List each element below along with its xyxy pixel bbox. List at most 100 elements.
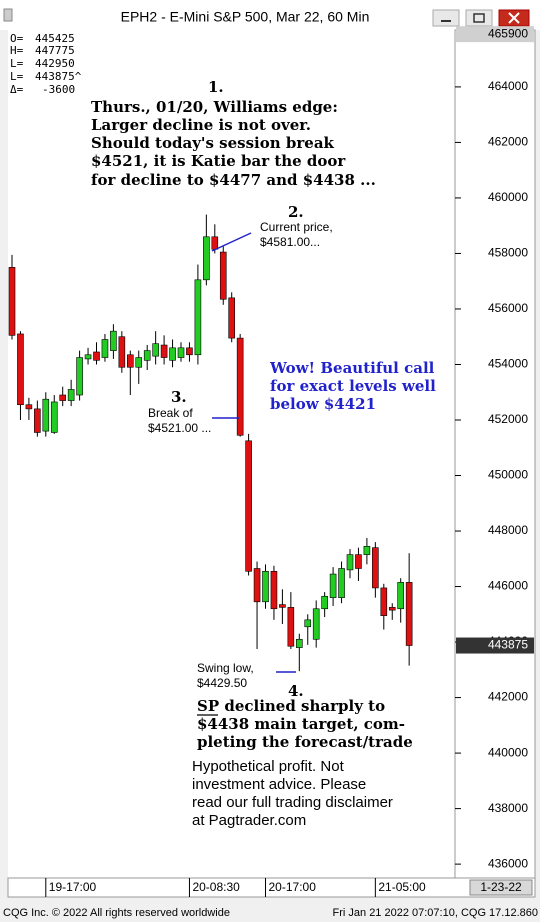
info-label: L= (10, 70, 24, 83)
y-tick-label: 454000 (488, 357, 528, 371)
window-title: EPH2 - E-Mini S&P 500, Mar 22, 60 Min (121, 9, 370, 25)
x-tick-label: 21-05:00 (378, 880, 426, 894)
candle-body (211, 236, 219, 250)
info-value: 442950 (35, 57, 75, 70)
candle-body (8, 267, 16, 336)
candle-body (177, 347, 185, 358)
candle-body (93, 351, 100, 361)
candle-body (34, 408, 41, 433)
annotation-line: for decline to $4477 and $4438 ... (91, 171, 376, 189)
candle-body (186, 347, 193, 356)
candle-body (329, 573, 337, 598)
candle-body (42, 398, 50, 432)
y-tick-label: 438000 (488, 801, 528, 815)
candle-body (253, 568, 261, 603)
annotation-line: SP declined sharply to (197, 697, 385, 715)
y-tick-label: 452000 (488, 412, 528, 426)
candle-body (169, 347, 176, 361)
annotation-line: $4521, it is Katie bar the door (91, 152, 346, 170)
info-label: H= (10, 44, 24, 57)
candle-body (372, 547, 379, 589)
price-axis (454, 29, 536, 879)
close-icon (508, 12, 520, 24)
y-tick-label: 446000 (488, 579, 528, 593)
candle-body (346, 554, 354, 571)
footer-right: Fri Jan 21 2022 07:07:10, CQG 17.12.860 (333, 907, 538, 919)
annotation-line: below $4421 (270, 395, 376, 413)
x-tick-label: 20-17:00 (269, 880, 317, 894)
x-tick-label: 20-08:30 (192, 880, 240, 894)
y-tick-label: 442000 (488, 690, 528, 704)
y-tick-label: 448000 (488, 523, 528, 537)
annotation-line: pleting the forecast/trade (197, 733, 413, 751)
pointer-line (211, 232, 252, 252)
candle-body (388, 607, 396, 611)
y-tick-label: 460000 (488, 190, 528, 204)
candle-body (287, 607, 295, 647)
info-box: O= 445425 H= 447775 L= 442950 L= 443875^… (10, 32, 82, 96)
candle-body (363, 545, 371, 555)
candle-body (194, 279, 202, 356)
candle-body (279, 604, 286, 608)
candle-body (76, 357, 83, 396)
candle-body (152, 343, 159, 357)
annotation-number: 4. (288, 682, 304, 700)
annotation-line: Larger decline is not over. (91, 116, 311, 134)
info-value: 445425 (35, 32, 75, 45)
x-tick-label: 19-17:00 (49, 880, 97, 894)
minimize-button[interactable] (432, 9, 460, 27)
annotation-swing-low: Swing low, $4429.50 (197, 661, 296, 690)
candle-body (321, 595, 328, 610)
candle-body (338, 568, 345, 598)
candle-body (59, 394, 67, 401)
candle-body (380, 587, 388, 616)
candle-body (17, 333, 24, 406)
window-icon (3, 8, 13, 22)
candles (8, 214, 413, 672)
candle-body (236, 337, 244, 436)
annotation-line: $4429.50 (197, 676, 247, 690)
candle-body (219, 251, 227, 300)
annotation-line: for exact levels well (270, 377, 436, 395)
disclaimer-line: at Pagtrader.com (192, 812, 306, 829)
candle-body (295, 638, 303, 648)
disclaimer-line: read our full trading disclaimer (192, 794, 393, 811)
candle-body (312, 608, 320, 640)
candle-body (262, 570, 269, 603)
candle-body (245, 440, 252, 572)
candle-body (101, 339, 109, 358)
candle-body (304, 619, 312, 628)
info-label: Δ= (10, 83, 24, 96)
y-tick-label: 456000 (488, 301, 528, 315)
y-tick-label: 462000 (488, 135, 528, 149)
annotation-number: 3. (171, 388, 187, 406)
plot-area (8, 30, 455, 878)
y-tick-label: 450000 (488, 468, 528, 482)
disclaimer: Hypothetical profit. Not investment advi… (192, 758, 393, 829)
candle-body (67, 389, 75, 401)
annotation-line: Wow! Beautiful call (269, 359, 435, 377)
candle-body (135, 357, 143, 368)
time-axis (7, 877, 536, 898)
info-label: L= (10, 57, 24, 70)
annotation-3: 3. Break of $4521.00 ... (148, 388, 239, 435)
annotation-4: 4. SP declined sharply to $4438 main tar… (197, 682, 413, 751)
y-tick-label: 440000 (488, 745, 528, 759)
axes: 4360004380004400004420004440004460004480… (45, 26, 534, 897)
window-buttons[interactable] (432, 9, 530, 27)
annotation-line: Thurs., 01/20, Williams edge: (91, 98, 338, 116)
candle-body (25, 404, 33, 410)
maximize-button[interactable] (465, 9, 493, 27)
annotation-2: 2. Current price, $4581.00... (211, 203, 333, 252)
maximize-icon (473, 13, 485, 23)
date-label: 1-23-22 (480, 880, 522, 894)
candle-body (355, 554, 362, 569)
annotation-line: Current price, (260, 220, 333, 234)
candle-body (143, 350, 151, 361)
date-box (469, 879, 533, 896)
candle-body (228, 297, 235, 339)
price-marker (456, 637, 534, 654)
annotation-call: Wow! Beautiful call for exact levels wel… (269, 359, 436, 413)
candle-body (270, 570, 278, 610)
